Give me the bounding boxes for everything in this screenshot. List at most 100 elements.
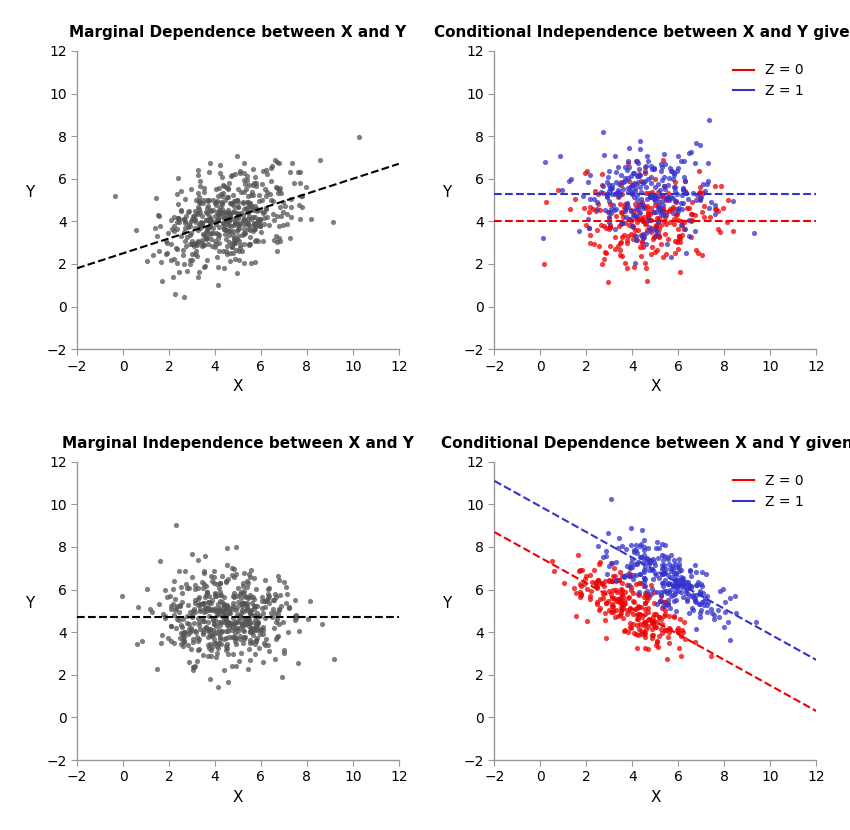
Point xyxy=(538,155,552,168)
Point xyxy=(643,555,656,569)
Point xyxy=(140,582,154,595)
Point xyxy=(652,572,666,585)
Point xyxy=(245,623,258,637)
Point xyxy=(209,637,223,650)
Point xyxy=(574,585,587,598)
Point xyxy=(632,169,645,183)
Point xyxy=(177,631,190,644)
Point xyxy=(638,618,651,631)
Point xyxy=(228,204,241,217)
Point xyxy=(574,590,587,603)
Point xyxy=(223,210,236,223)
Point xyxy=(233,655,246,668)
Point xyxy=(213,618,227,632)
Point xyxy=(553,149,567,163)
Point xyxy=(220,223,234,237)
Point xyxy=(633,168,647,182)
Point xyxy=(207,221,220,234)
Point xyxy=(589,575,603,588)
Point xyxy=(624,538,638,551)
Point xyxy=(178,226,191,239)
Point xyxy=(197,622,211,636)
Point xyxy=(271,608,285,621)
Point xyxy=(606,599,620,613)
Point xyxy=(655,189,669,203)
Point xyxy=(275,187,288,200)
Point xyxy=(675,188,688,202)
Point xyxy=(245,256,258,270)
Point xyxy=(246,628,260,642)
Point xyxy=(171,212,184,225)
Point xyxy=(586,203,600,216)
Point xyxy=(661,593,675,606)
Point xyxy=(651,214,665,227)
Point xyxy=(177,290,190,304)
Point xyxy=(587,192,601,205)
Point xyxy=(193,604,207,618)
Point xyxy=(154,219,167,232)
Point xyxy=(229,622,242,636)
Point xyxy=(178,564,191,578)
Point xyxy=(200,222,213,236)
Point xyxy=(647,614,660,627)
Point xyxy=(212,231,225,244)
Point xyxy=(219,624,233,637)
Point xyxy=(694,598,707,611)
Point xyxy=(716,202,729,215)
Point xyxy=(240,196,253,209)
Point xyxy=(243,632,257,646)
Point xyxy=(258,211,271,224)
Point xyxy=(655,562,669,575)
Point xyxy=(212,207,225,220)
Point xyxy=(662,576,676,589)
Point xyxy=(183,606,196,619)
Point xyxy=(222,214,235,227)
Point xyxy=(212,203,225,216)
Point xyxy=(197,238,211,251)
Point xyxy=(654,613,668,626)
Point xyxy=(245,622,258,635)
Point xyxy=(190,237,203,250)
Point xyxy=(633,134,647,148)
Point xyxy=(225,618,239,631)
Point xyxy=(645,162,659,175)
Point xyxy=(156,274,169,287)
Point xyxy=(612,189,626,203)
Point xyxy=(640,590,654,603)
Point xyxy=(209,602,223,615)
Point xyxy=(631,156,644,169)
Point xyxy=(666,172,680,185)
Point xyxy=(222,224,235,237)
Point xyxy=(563,203,576,216)
Point xyxy=(173,265,186,278)
Point xyxy=(620,559,634,573)
Point xyxy=(621,155,635,168)
Point xyxy=(225,198,239,211)
Point xyxy=(669,576,683,589)
Point xyxy=(199,231,212,244)
Point xyxy=(177,212,190,226)
Point xyxy=(601,206,615,219)
Point xyxy=(665,559,678,573)
Point xyxy=(222,191,235,204)
Point xyxy=(248,219,262,232)
Point xyxy=(672,229,686,242)
Point xyxy=(247,217,261,230)
Point xyxy=(631,547,644,560)
Point xyxy=(207,576,220,589)
Point xyxy=(235,228,248,242)
Point xyxy=(213,603,227,616)
Point xyxy=(652,186,666,199)
Point xyxy=(204,213,218,227)
Point xyxy=(658,573,672,586)
Point xyxy=(243,220,257,233)
Point xyxy=(232,219,246,232)
Point xyxy=(144,603,157,616)
Point xyxy=(693,139,706,152)
Point xyxy=(668,185,682,198)
Point xyxy=(606,604,620,618)
Point xyxy=(645,222,659,235)
Point xyxy=(224,208,237,221)
Point xyxy=(220,239,234,252)
Point xyxy=(684,580,698,593)
